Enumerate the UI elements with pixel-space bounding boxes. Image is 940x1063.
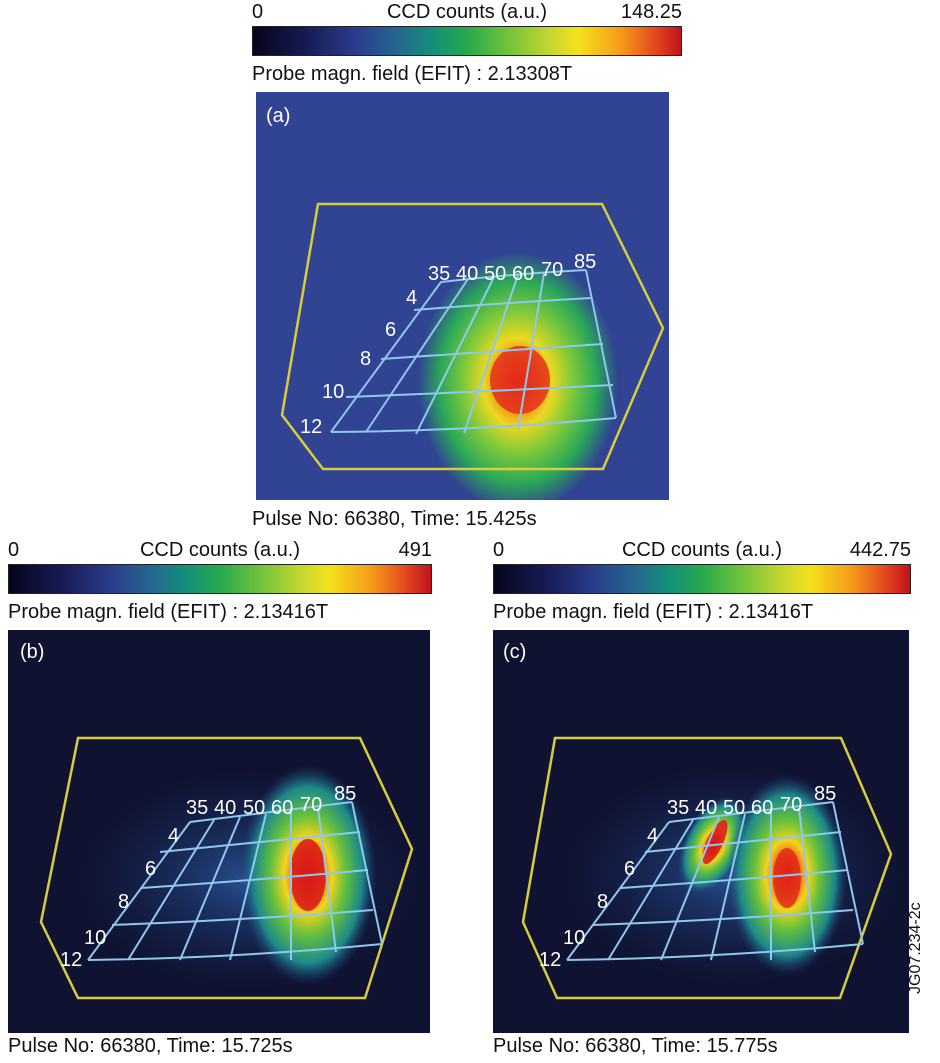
field-line-grid xyxy=(330,269,617,435)
grid-label-12: 12 xyxy=(300,416,322,438)
divertor-boundary xyxy=(39,736,414,1000)
grid-label-6: 6 xyxy=(385,319,396,341)
grid-top-labels: 35 40 50 60 70 85 xyxy=(428,251,596,285)
colorbar xyxy=(252,26,682,56)
grid-label-6: 6 xyxy=(145,858,156,880)
grid-left-labels: 4 6 8 10 12 xyxy=(300,287,417,438)
colorbar-title: CCD counts (a.u.) xyxy=(621,539,783,561)
grid-label-12: 12 xyxy=(60,949,82,971)
grid-label-35: 35 xyxy=(667,797,689,819)
colorbar-title: CCD counts (a.u.) xyxy=(139,539,301,561)
grid-label-50: 50 xyxy=(243,797,265,819)
figure-code: JG07.234-2c xyxy=(907,902,924,994)
grid-label-12: 12 xyxy=(539,949,561,971)
colorbar-min-label: 0 xyxy=(493,539,505,561)
grid-label-40: 40 xyxy=(214,797,236,819)
colorbar-title: CCD counts (a.u.) xyxy=(386,1,548,23)
colorbar xyxy=(8,564,432,594)
panel-label: (c) xyxy=(503,641,526,663)
grid-label-35: 35 xyxy=(428,263,450,285)
pulse-caption: Pulse No: 66380, Time: 15.425s xyxy=(252,508,537,530)
grid-label-4: 4 xyxy=(647,825,658,847)
panel-b: 0 CCD counts (a.u.) 491 Probe magn. fiel… xyxy=(8,538,432,1063)
grid-label-60: 60 xyxy=(751,797,773,819)
grid-label-35: 35 xyxy=(186,797,208,819)
grid-label-60: 60 xyxy=(512,263,534,285)
grid-label-85: 85 xyxy=(574,251,596,273)
colorbar-header: 0 CCD counts (a.u.) 442.75 xyxy=(493,538,911,562)
grid-label-85: 85 xyxy=(334,783,356,805)
grid-label-50: 50 xyxy=(484,263,506,285)
panel-label: (b) xyxy=(20,641,44,663)
ccd-image: (a) 35 40 50 60 70 85 4 6 8 10 12 xyxy=(256,92,669,500)
grid-label-70: 70 xyxy=(300,794,322,816)
panel-c: 0 CCD counts (a.u.) 442.75 Probe magn. f… xyxy=(493,538,911,1063)
colorbar-max-label: 148.25 xyxy=(620,1,682,23)
divertor-boundary xyxy=(521,736,893,1000)
grid-label-4: 4 xyxy=(406,287,417,309)
ccd-image: (c) 35 40 50 60 70 85 4 6 8 10 12 xyxy=(493,630,909,1033)
colorbar-header: 0 CCD counts (a.u.) 491 xyxy=(8,538,432,562)
ccd-image-svg: (b) 35 40 50 60 70 85 4 6 8 10 12 xyxy=(8,630,430,1033)
probe-field-text: Probe magn. field (EFIT) : 2.13416T xyxy=(8,601,329,623)
grid-left-labels: 4 6 8 10 12 xyxy=(539,825,658,971)
grid-label-10: 10 xyxy=(84,927,106,949)
grid-label-8: 8 xyxy=(360,348,371,370)
ccd-image: (b) 35 40 50 60 70 85 4 6 8 10 12 xyxy=(8,630,430,1033)
panel-a: 0 CCD counts (a.u.) 148.25 Probe magn. f… xyxy=(252,0,682,540)
pulse-caption: Pulse No: 66380, Time: 15.775s xyxy=(493,1035,778,1057)
grid-label-70: 70 xyxy=(541,259,563,281)
emission-spot-right-core xyxy=(773,848,801,908)
grid-label-40: 40 xyxy=(695,797,717,819)
probe-field-text: Probe magn. field (EFIT) : 2.13416T xyxy=(493,601,814,623)
colorbar-min-label: 0 xyxy=(8,539,20,561)
grid-label-6: 6 xyxy=(624,858,635,880)
colorbar-max-label: 442.75 xyxy=(849,539,911,561)
ccd-image-svg: (a) 35 40 50 60 70 85 4 6 8 10 12 xyxy=(256,92,669,500)
grid-top-labels: 35 40 50 60 70 85 xyxy=(186,783,356,819)
colorbar xyxy=(493,564,911,594)
colorbar-max-label: 491 xyxy=(398,539,432,561)
ccd-image-svg: (c) 35 40 50 60 70 85 4 6 8 10 12 xyxy=(493,630,909,1033)
grid-label-50: 50 xyxy=(723,797,745,819)
grid-label-4: 4 xyxy=(168,825,179,847)
field-line-grid xyxy=(566,801,864,961)
probe-field-text: Probe magn. field (EFIT) : 2.13308T xyxy=(252,63,573,85)
colorbar-min-label: 0 xyxy=(252,1,264,23)
grid-top-labels: 35 40 50 60 70 85 xyxy=(667,783,836,819)
field-line-grid xyxy=(87,801,383,961)
panel-label: (a) xyxy=(266,105,290,127)
emission-spot-core xyxy=(490,346,550,414)
grid-label-8: 8 xyxy=(118,891,129,913)
colorbar-header: 0 CCD counts (a.u.) 148.25 xyxy=(252,0,682,24)
grid-label-40: 40 xyxy=(456,263,478,285)
pulse-caption: Pulse No: 66380, Time: 15.725s xyxy=(8,1035,293,1057)
grid-left-labels: 4 6 8 10 12 xyxy=(60,825,179,971)
grid-label-70: 70 xyxy=(780,794,802,816)
grid-label-60: 60 xyxy=(271,797,293,819)
emission-spot-left-core xyxy=(702,819,728,865)
grid-label-10: 10 xyxy=(563,927,585,949)
grid-label-85: 85 xyxy=(814,783,836,805)
grid-label-8: 8 xyxy=(597,891,608,913)
divertor-boundary xyxy=(280,202,665,471)
grid-label-10: 10 xyxy=(322,381,344,403)
